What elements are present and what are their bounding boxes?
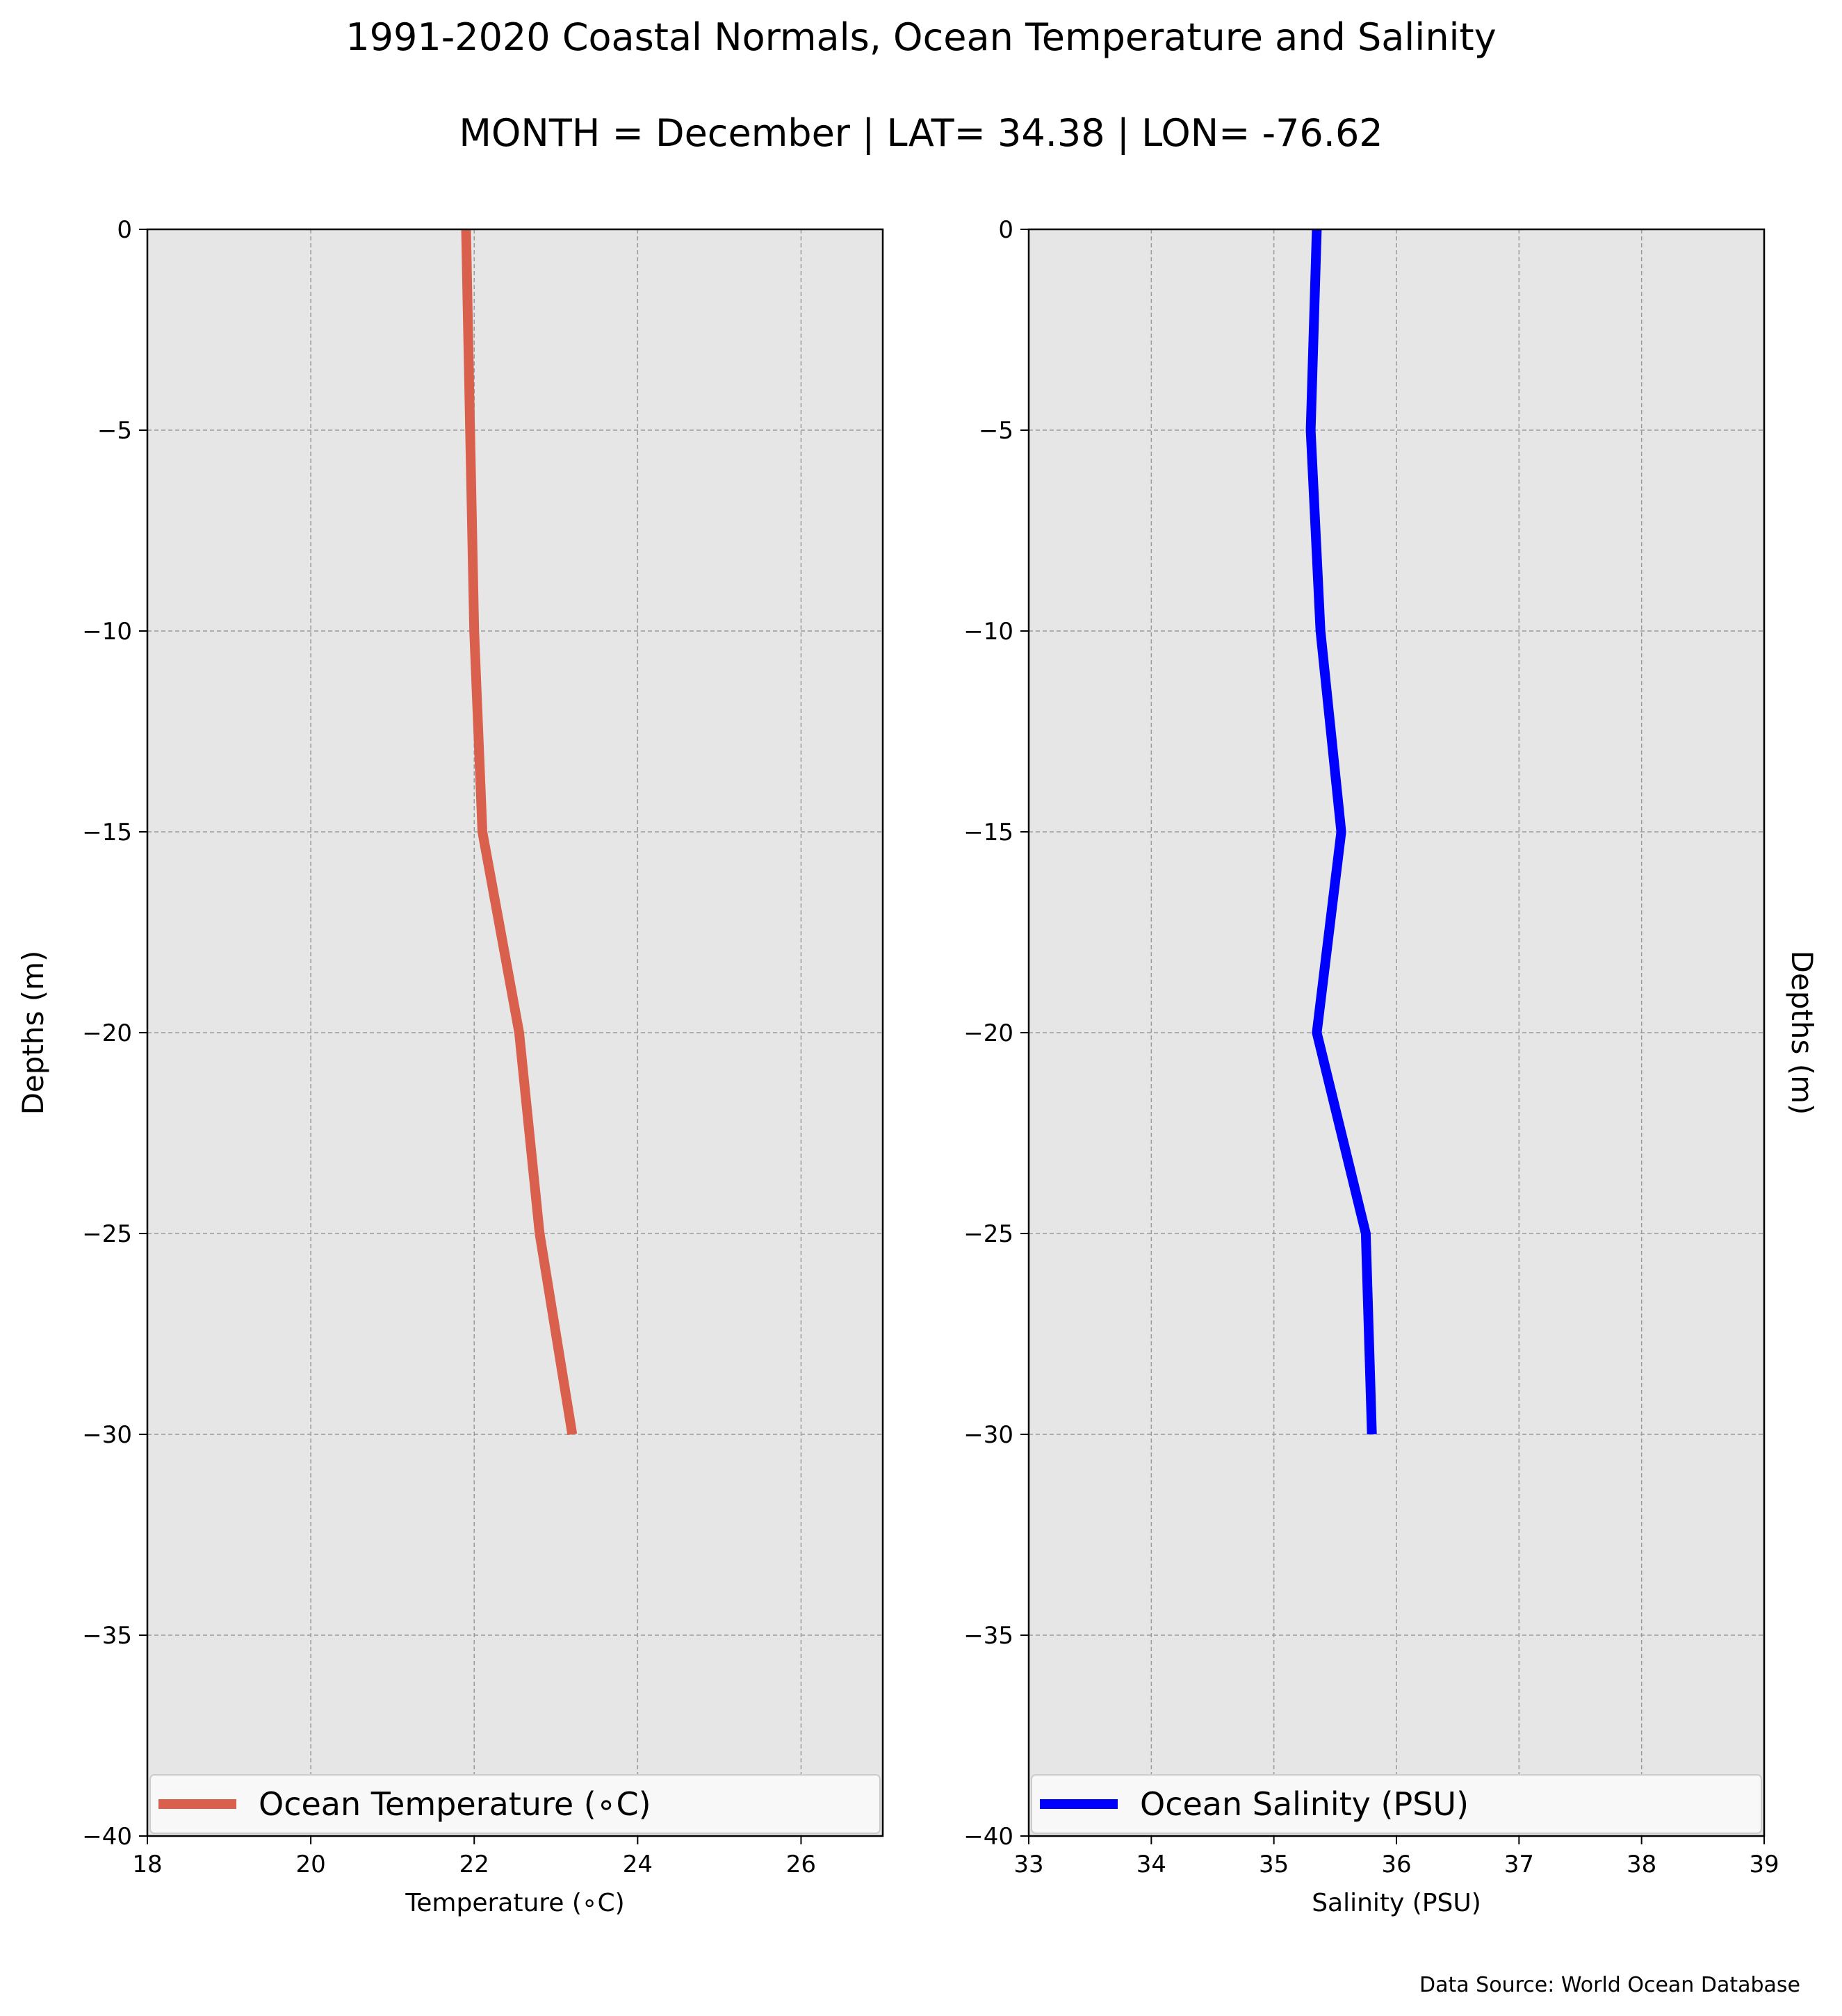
temperature-legend-box — [149, 1774, 881, 1834]
salinity-legend-box — [1031, 1774, 1762, 1834]
salinity-xtick-label: 38 — [1627, 1851, 1656, 1878]
salinity-ytick-label: −5 — [979, 417, 1013, 445]
temperature-ytick-label: −5 — [97, 417, 132, 445]
salinity-panel: 33 34 35 36 37 38 39 0 −5 −10 −15 −20 −25 −30 −35 −40 Sa… — [963, 216, 1819, 1917]
salinity-xtick-label: 34 — [1136, 1851, 1166, 1878]
salinity-ytick-label: −30 — [963, 1421, 1013, 1449]
salinity-xtick-label: 35 — [1259, 1851, 1289, 1878]
temperature-xtick-label: 24 — [623, 1851, 653, 1878]
temperature-ytick-label: −10 — [82, 618, 132, 646]
temperature-legend: Ocean Temperature (∘C) — [149, 1774, 881, 1834]
temperature-series-line — [461, 229, 578, 1436]
temperature-ytick-label: −40 — [82, 1823, 132, 1851]
salinity-ytick-label: −35 — [963, 1622, 1013, 1650]
chart-title: 1991-2020 Coastal Normals, Ocean Tempera… — [345, 15, 1496, 59]
temperature-ytick-label: −15 — [82, 819, 132, 846]
salinity-xtick-label: 33 — [1013, 1851, 1043, 1878]
temperature-ytick-label: −35 — [82, 1622, 132, 1650]
temperature-legend-label: Ocean Temperature (∘C) — [259, 1785, 651, 1823]
temperature-ytick-label: 0 — [117, 216, 132, 244]
chart-subtitle: MONTH = December | LAT= 34.38 | LON= -76… — [459, 111, 1383, 155]
temperature-xtick-label: 22 — [459, 1851, 489, 1878]
temperature-xtick-label: 26 — [786, 1851, 816, 1878]
temperature-xaxis-label: Temperature (∘C) — [405, 1889, 624, 1917]
salinity-legend-label: Ocean Salinity (PSU) — [1140, 1785, 1469, 1823]
temperature-ytick-label: −20 — [82, 1019, 132, 1047]
salinity-ytick-label: 0 — [998, 216, 1013, 244]
data-source-note: Data Source: World Ocean Database — [1419, 1973, 1800, 1997]
salinity-xtick-label: 36 — [1381, 1851, 1411, 1878]
salinity-xaxis-label: Salinity (PSU) — [1312, 1889, 1481, 1917]
temperature-ytick-label: −25 — [82, 1220, 132, 1248]
salinity-yaxis-label: Depths (m) — [1785, 951, 1819, 1115]
salinity-series-line — [1305, 229, 1377, 1435]
salinity-xtick-label: 39 — [1749, 1851, 1779, 1878]
temperature-yaxis-label: Depths (m) — [16, 951, 50, 1115]
salinity-ytick-label: −20 — [963, 1019, 1013, 1047]
temperature-xtick-label: 20 — [295, 1851, 325, 1878]
salinity-xtick-label: 37 — [1504, 1851, 1534, 1878]
salinity-ytick-label: −40 — [963, 1823, 1013, 1851]
temperature-xtick-label: 18 — [132, 1851, 162, 1878]
salinity-ytick-label: −10 — [963, 618, 1013, 646]
salinity-ytick-label: −15 — [963, 819, 1013, 846]
temperature-ytick-label: −30 — [82, 1421, 132, 1449]
salinity-ytick-label: −25 — [963, 1220, 1013, 1248]
temperature-panel: 18 20 22 24 26 0 −5 −10 −15 −20 −25 −30 −35 −40 Temper… — [16, 216, 884, 1917]
salinity-legend: Ocean Salinity (PSU) — [1031, 1774, 1762, 1834]
